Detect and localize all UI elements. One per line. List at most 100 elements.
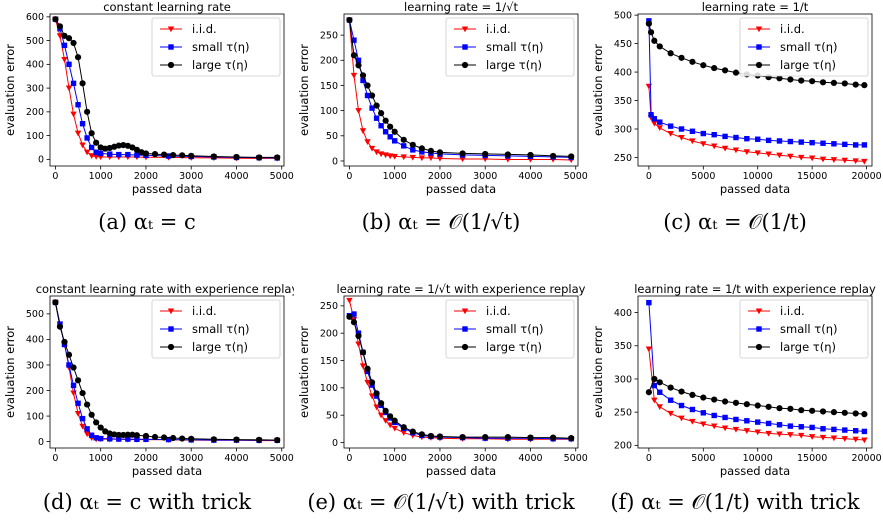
data-point: [656, 43, 663, 50]
data-point: [364, 92, 371, 99]
y-axis-label: evaluation error: [297, 44, 311, 136]
data-point: [776, 75, 783, 82]
data-point: [733, 134, 739, 141]
x-tick-label: 5000: [691, 171, 715, 182]
data-point: [689, 138, 696, 145]
data-point: [656, 404, 663, 411]
x-tick-label: 5000: [564, 171, 588, 182]
data-point: [391, 153, 398, 160]
data-point: [88, 153, 95, 159]
data-point: [165, 436, 172, 443]
y-axis-label: evaluation error: [3, 326, 17, 418]
data-point: [373, 115, 380, 121]
chart-learning-rate-inverse-t: learning rate = 1/t 0 5000 10000 15000 20000 2…: [591, 0, 882, 196]
data-point: [409, 428, 416, 435]
x-tick-label: 0: [646, 453, 652, 464]
data-point: [841, 157, 848, 164]
data-point: [70, 80, 77, 87]
data-point: [115, 431, 122, 439]
x-tick-label: 10000: [743, 453, 773, 464]
series-line: [348, 19, 572, 161]
x-tick-label: 0: [646, 171, 652, 182]
legend-marker: [167, 308, 175, 315]
data-point: [798, 432, 805, 439]
data-point: [820, 140, 826, 146]
data-point: [210, 436, 217, 443]
data-point: [459, 150, 466, 157]
data-point: [861, 142, 868, 148]
data-point: [721, 425, 729, 432]
y-tick-label: 100: [320, 383, 338, 394]
data-point: [116, 151, 122, 158]
series-line: [648, 349, 865, 441]
legend-label: small τ(η): [192, 322, 249, 336]
data-point: [133, 432, 141, 439]
x-tick-label: 1000: [383, 171, 407, 182]
series-1: [646, 299, 868, 435]
data-point: [125, 151, 131, 158]
data-point: [377, 412, 385, 419]
legend-marker: [461, 343, 469, 351]
legend-label: i.i.d.: [486, 304, 511, 318]
x-axis-label: passed data: [426, 182, 496, 196]
data-point: [678, 54, 685, 61]
caption-e: (e) αₜ = 𝒪(1/√t) with trick: [307, 490, 575, 514]
legend-marker: [167, 26, 175, 33]
data-point: [401, 143, 407, 149]
data-point: [678, 402, 685, 409]
data-point: [482, 150, 489, 158]
legend-marker: [462, 44, 468, 50]
legend-label: small τ(η): [780, 40, 837, 54]
data-point: [111, 431, 118, 438]
data-point: [651, 120, 658, 127]
series-2: [346, 313, 575, 442]
x-tick-label: 2000: [134, 453, 158, 464]
legend-marker: [167, 61, 175, 69]
legend-marker: [168, 326, 174, 332]
data-point: [400, 136, 407, 143]
data-point: [88, 144, 95, 151]
y-tick-label: 250: [614, 407, 632, 418]
chart-learning-rate-inverse-sqrt: learning rate = 1/√t0 1000 2000 3000 4000 500…: [297, 0, 588, 196]
data-point: [151, 151, 159, 158]
data-point: [700, 62, 707, 69]
y-tick-label: 200: [320, 56, 338, 67]
data-point: [387, 413, 394, 420]
plot-frame: [637, 295, 873, 449]
series-line: [54, 302, 278, 441]
legend-box: [739, 299, 869, 359]
y-tick-label: 400: [614, 67, 632, 78]
data-point: [427, 432, 435, 440]
data-point: [88, 130, 95, 137]
data-point: [678, 126, 685, 132]
data-point: [436, 155, 444, 162]
data-point: [391, 138, 398, 144]
data-point: [504, 433, 511, 441]
data-point: [651, 382, 658, 389]
data-point: [350, 319, 358, 326]
y-tick-label: 350: [614, 341, 632, 352]
data-point: [831, 426, 837, 433]
plot-frame: [343, 295, 579, 449]
y-tick-label: 300: [26, 360, 44, 371]
data-point: [70, 39, 77, 47]
data-point: [400, 154, 407, 161]
data-point: [743, 401, 750, 408]
legend-label: large τ(η): [192, 340, 248, 354]
data-point: [819, 79, 827, 86]
legend-label: i.i.d.: [192, 304, 217, 318]
data-point: [667, 397, 674, 403]
data-point: [819, 434, 827, 441]
data-point: [754, 402, 761, 409]
data-point: [368, 145, 376, 152]
data-point: [84, 135, 90, 141]
data-point: [65, 85, 73, 92]
data-point: [651, 116, 658, 122]
series-2: [52, 16, 281, 161]
data-point: [743, 428, 751, 434]
data-point: [651, 375, 658, 383]
data-point: [776, 431, 783, 438]
data-point: [689, 391, 696, 398]
data-point: [142, 432, 150, 440]
